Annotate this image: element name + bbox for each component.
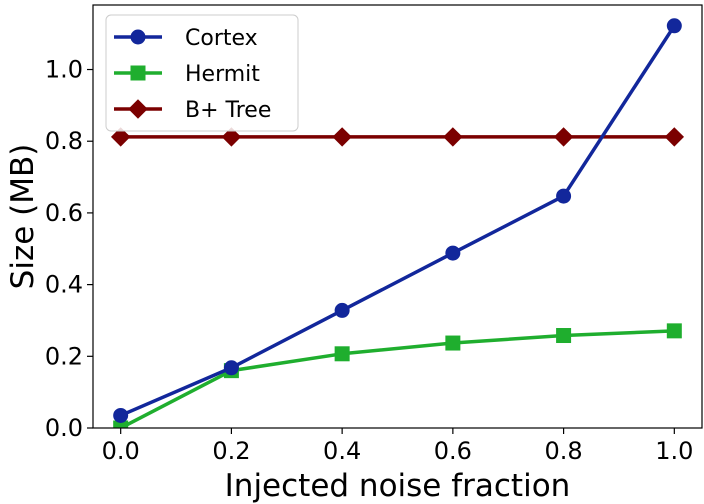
y-tick-label: 0.4 bbox=[45, 271, 83, 299]
series-b-tree bbox=[110, 127, 685, 147]
data-point-hermit bbox=[334, 346, 350, 362]
data-point-hermit bbox=[556, 328, 572, 344]
x-tick-label: 0.6 bbox=[434, 437, 472, 465]
legend: Cortex Hermit B+ Tree bbox=[105, 14, 299, 132]
legend-label-hermit: Hermit bbox=[185, 62, 260, 87]
x-axis-title: Injected noise fraction bbox=[225, 468, 571, 504]
series-hermit bbox=[113, 323, 682, 428]
legend-box bbox=[105, 14, 299, 132]
x-tick-label: 0.4 bbox=[323, 437, 361, 465]
data-point-b-tree bbox=[553, 127, 574, 147]
series-cortex bbox=[113, 18, 682, 423]
y-tick-label: 1.0 bbox=[45, 56, 83, 84]
data-point-hermit bbox=[445, 335, 461, 351]
axes: 0.0 0.2 0.4 0.6 0.8 1.0 0.0 0.2 0.4 0.6 0.8 1.0 bbox=[45, 4, 703, 465]
legend-item-hermit: Hermit bbox=[114, 62, 260, 87]
x-tick-label: 1.0 bbox=[655, 437, 693, 465]
y-tick-label: 0.0 bbox=[45, 414, 83, 442]
y-tick-label: 0.8 bbox=[45, 127, 83, 155]
y-tick-label: 0.2 bbox=[45, 342, 83, 370]
data-point-cortex bbox=[334, 302, 350, 318]
legend-marker-hermit bbox=[130, 65, 146, 81]
legend-label-cortex: Cortex bbox=[185, 26, 258, 51]
legend-marker-cortex bbox=[130, 29, 146, 45]
data-point-hermit bbox=[666, 323, 682, 339]
x-tick-label: 0.2 bbox=[212, 437, 250, 465]
data-point-b-tree bbox=[332, 127, 352, 147]
plot-area bbox=[110, 18, 685, 428]
data-point-b-tree bbox=[443, 127, 463, 147]
legend-label-b-tree: B+ Tree bbox=[185, 98, 271, 123]
data-point-cortex bbox=[223, 360, 239, 376]
data-point-cortex bbox=[113, 407, 129, 423]
x-tick-label: 0.0 bbox=[102, 437, 140, 465]
series-group bbox=[110, 18, 685, 428]
y-axis-title: Size (MB) bbox=[5, 144, 41, 290]
data-point-cortex bbox=[666, 18, 682, 34]
data-point-b-tree bbox=[110, 127, 131, 147]
data-point-cortex bbox=[445, 245, 461, 261]
series-line-hermit bbox=[119, 329, 675, 428]
legend-item-cortex: Cortex bbox=[114, 26, 258, 51]
data-point-b-tree bbox=[221, 127, 242, 147]
legend-item-b-tree: B+ Tree bbox=[114, 98, 271, 123]
legend-marker-b-tree bbox=[128, 99, 148, 119]
series-line-cortex bbox=[119, 24, 676, 418]
y-tick-label: 0.6 bbox=[45, 199, 83, 227]
x-tick-label: 0.8 bbox=[545, 437, 583, 465]
axes-frame bbox=[92, 4, 703, 429]
data-point-cortex bbox=[556, 188, 572, 204]
data-point-b-tree bbox=[664, 127, 685, 147]
